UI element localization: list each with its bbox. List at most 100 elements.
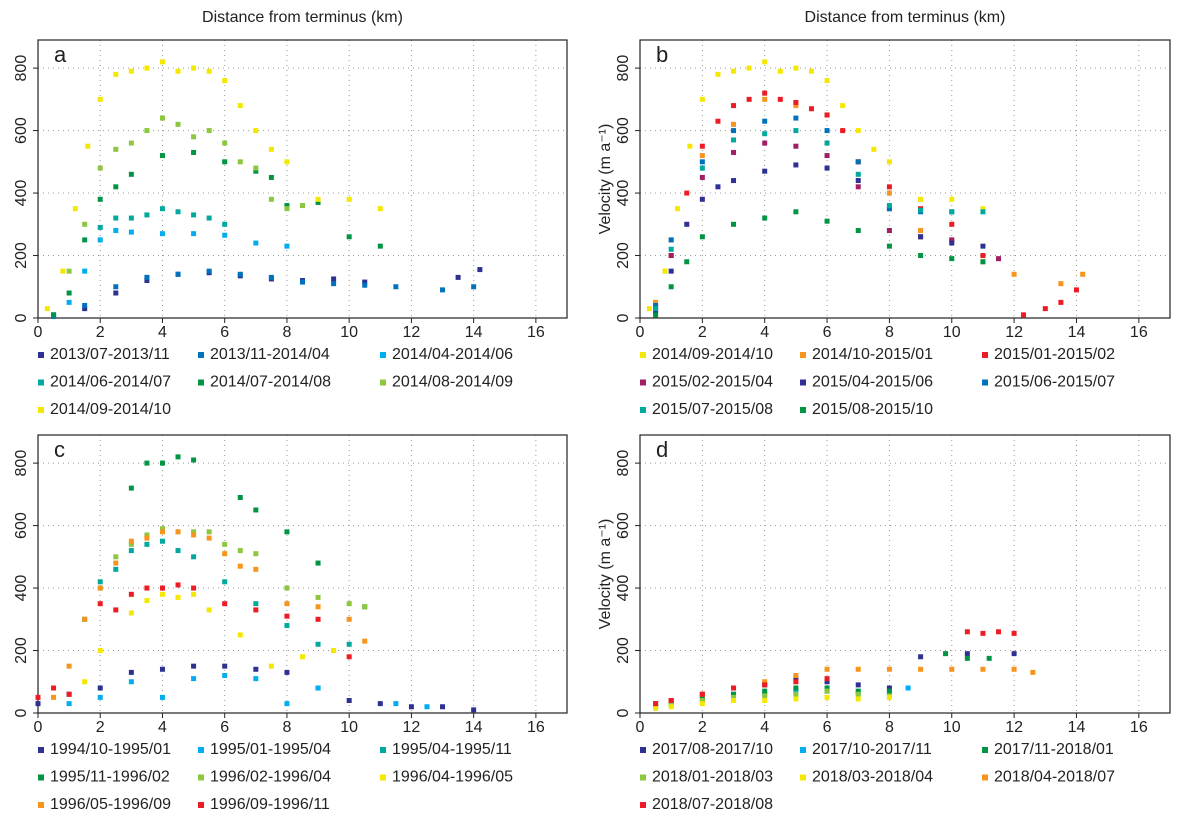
point	[762, 118, 768, 124]
point	[144, 460, 150, 466]
point	[113, 560, 119, 566]
point	[699, 153, 705, 159]
panel: 0 2 4 6 8 10 12 14 16 0 200 400 600 800 d Velocity (m a…	[597, 434, 1171, 813]
point	[284, 243, 290, 249]
y-tick-label: 400	[615, 575, 632, 602]
legend-marker	[800, 747, 806, 753]
point	[668, 698, 674, 704]
point	[222, 579, 228, 585]
point	[159, 115, 165, 121]
point	[715, 118, 721, 124]
point	[82, 679, 88, 685]
point	[144, 598, 150, 604]
point	[905, 685, 911, 691]
y-tick-label: 600	[615, 117, 632, 144]
y-axis-title: Velocity (m a⁻¹)	[597, 519, 614, 630]
point	[237, 548, 243, 554]
point	[253, 566, 259, 572]
point	[824, 694, 830, 700]
point	[191, 134, 197, 140]
y-tick-label: 800	[13, 450, 30, 477]
x-tick-label: 4	[760, 324, 769, 341]
panel: 0 2 4 6 8 10 12 14 16 0 200 400 600 800 b Distance from…	[597, 9, 1171, 418]
x-tick-label: 0	[34, 719, 43, 736]
point	[653, 701, 659, 707]
point	[253, 676, 259, 682]
legend-label: 1995/04-1995/11	[392, 741, 512, 758]
point	[60, 268, 66, 274]
point	[653, 309, 659, 315]
point	[684, 190, 690, 196]
legend-marker	[38, 747, 44, 753]
legend-label: 2015/06-2015/07	[994, 374, 1115, 391]
legend-marker	[800, 379, 806, 386]
point	[715, 184, 721, 190]
point	[128, 538, 134, 544]
point	[762, 96, 768, 102]
legend-marker	[38, 407, 44, 413]
point	[662, 268, 668, 274]
point	[1080, 271, 1086, 277]
point	[175, 271, 181, 277]
point	[980, 630, 986, 636]
point	[66, 701, 72, 707]
point	[793, 143, 799, 149]
point	[144, 274, 150, 280]
point	[222, 663, 228, 669]
point	[793, 162, 799, 168]
x-tick-label: 4	[760, 719, 769, 736]
point	[793, 65, 799, 71]
point	[980, 209, 986, 215]
point	[943, 651, 949, 657]
y-tick-label: 400	[615, 180, 632, 207]
point	[699, 691, 705, 697]
legend-label: 2014/04-2014/06	[392, 346, 513, 363]
point	[699, 234, 705, 240]
x-tick-label: 4	[158, 719, 167, 736]
point	[731, 128, 737, 134]
point	[113, 284, 119, 290]
point	[159, 591, 165, 597]
legend-marker	[640, 774, 646, 781]
point	[315, 594, 321, 600]
point	[346, 698, 352, 704]
point	[159, 666, 165, 672]
point	[699, 96, 705, 102]
x-tick-label: 12	[1005, 324, 1023, 341]
point	[144, 532, 150, 538]
point	[393, 284, 399, 290]
point	[699, 143, 705, 149]
y-tick-label: 800	[615, 450, 632, 477]
point	[793, 115, 799, 121]
point	[284, 159, 290, 165]
point	[699, 694, 705, 700]
point	[731, 103, 737, 109]
point	[97, 196, 103, 202]
point	[206, 607, 212, 613]
plot-frame	[37, 434, 568, 714]
legend-marker	[38, 379, 44, 386]
point	[731, 691, 737, 697]
point	[731, 149, 737, 155]
point	[222, 551, 228, 557]
point	[159, 585, 165, 591]
point	[777, 68, 783, 74]
point	[980, 206, 986, 212]
point	[731, 68, 737, 74]
point	[949, 209, 955, 215]
legend-marker	[198, 379, 204, 386]
point	[855, 682, 861, 688]
x-tick-label: 12	[403, 324, 421, 341]
point	[674, 206, 680, 212]
legend-marker	[640, 352, 646, 358]
legend-marker	[800, 407, 806, 413]
legend-marker	[982, 379, 988, 386]
point	[949, 196, 955, 202]
point	[175, 548, 181, 554]
point	[82, 237, 88, 243]
point	[222, 601, 228, 607]
point	[222, 541, 228, 547]
point	[886, 228, 892, 234]
point	[918, 666, 924, 672]
legend-label: 1995/01-1995/04	[210, 741, 331, 758]
